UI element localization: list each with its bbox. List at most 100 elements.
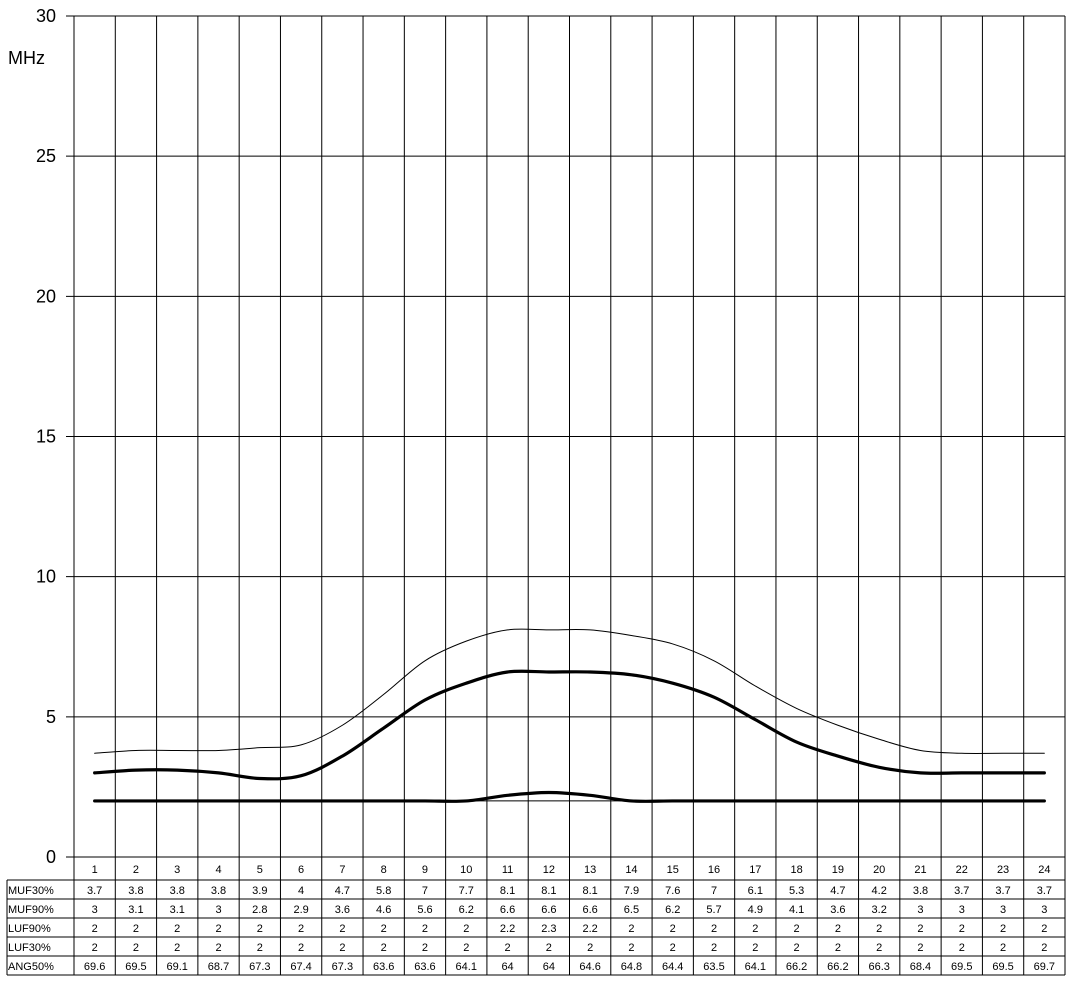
table-cell: 7.9: [624, 885, 639, 897]
table-cell: 4.7: [335, 885, 350, 897]
table-cell: 64.6: [579, 961, 600, 973]
table-cell: 2.9: [293, 904, 308, 916]
x-tick-label: 19: [832, 864, 844, 876]
table-cell: 2: [174, 942, 180, 954]
series-line-muf90: [93, 669, 1046, 781]
table-cell: 3.8: [128, 885, 143, 897]
y-tick-label: 15: [36, 427, 56, 447]
table-cell: 3: [92, 904, 98, 916]
table-cell: 2: [959, 923, 965, 935]
table-cell: 2.8: [252, 904, 267, 916]
table-cell: 2: [876, 923, 882, 935]
x-tick-label: 3: [174, 864, 180, 876]
table-cell: 64.4: [662, 961, 683, 973]
table-cell: 3.1: [170, 904, 185, 916]
y-axis-unit-label: MHz: [8, 48, 45, 68]
table-row-label: MUF90%: [8, 904, 54, 916]
table-cell: 2: [711, 923, 717, 935]
table-cell: 2: [174, 923, 180, 935]
table-cell: 6.6: [582, 904, 597, 916]
table-cell: 5.3: [789, 885, 804, 897]
table-cell: 2: [628, 942, 634, 954]
table-cell: 2: [505, 942, 511, 954]
table-row-label: LUF90%: [8, 923, 51, 935]
x-tick-label: 23: [997, 864, 1009, 876]
table-cell: 2: [381, 923, 387, 935]
table-cell: 2: [463, 923, 469, 935]
table-cell: 6.1: [748, 885, 763, 897]
table-cell: 2.2: [500, 923, 515, 935]
table-cell: 63.5: [703, 961, 724, 973]
x-tick-label: 9: [422, 864, 428, 876]
table-cell: 63.6: [414, 961, 435, 973]
table-cell: 6.5: [624, 904, 639, 916]
table-cell: 4.9: [748, 904, 763, 916]
table-cell: 3.7: [87, 885, 102, 897]
table-cell: 7: [711, 885, 717, 897]
y-tick-label: 0: [46, 847, 56, 867]
table-cell: 2: [92, 923, 98, 935]
table-cell: 2: [587, 942, 593, 954]
x-tick-label: 15: [667, 864, 679, 876]
table-cell: 2: [628, 923, 634, 935]
chart-series: [93, 628, 1046, 803]
table-cell: 2: [1000, 942, 1006, 954]
table-cell: 2: [670, 923, 676, 935]
table-cell: 7.6: [665, 885, 680, 897]
y-tick-label: 25: [36, 146, 56, 166]
x-tick-label: 22: [956, 864, 968, 876]
table-cell: 5.8: [376, 885, 391, 897]
table-cell: 3.8: [211, 885, 226, 897]
table-cell: 2: [463, 942, 469, 954]
table-cell: 64.8: [621, 961, 642, 973]
table-cell: 3.8: [170, 885, 185, 897]
table-cell: 2: [794, 942, 800, 954]
table-cell: 4.7: [830, 885, 845, 897]
table-cell: 69.1: [167, 961, 188, 973]
x-tick-label: 13: [584, 864, 596, 876]
table-cell: 3.7: [1037, 885, 1052, 897]
table-cell: 3: [215, 904, 221, 916]
table-cell: 2: [670, 942, 676, 954]
table-cell: 2: [752, 923, 758, 935]
table-cell: 2: [711, 942, 717, 954]
table-cell: 2: [422, 923, 428, 935]
table-cell: 8.1: [582, 885, 597, 897]
table-cell: 2: [1000, 923, 1006, 935]
table-cell: 64: [543, 961, 555, 973]
x-tick-label: 17: [749, 864, 761, 876]
table-cell: 3: [959, 904, 965, 916]
x-tick-label: 10: [460, 864, 472, 876]
table-cell: 3.7: [954, 885, 969, 897]
table-cell: 3.8: [913, 885, 928, 897]
table-cell: 8.1: [541, 885, 556, 897]
table-cell: 66.2: [827, 961, 848, 973]
table-cell: 67.4: [290, 961, 311, 973]
table-cell: 2: [215, 923, 221, 935]
chart-grid: [66, 15, 1066, 880]
table-cell: 5.7: [706, 904, 721, 916]
table-cell: 69.6: [84, 961, 105, 973]
y-tick-label: 10: [36, 567, 56, 587]
x-tick-label: 4: [215, 864, 221, 876]
table-cell: 66.3: [868, 961, 889, 973]
table-cell: 2: [133, 923, 139, 935]
table-cell: 2: [917, 923, 923, 935]
x-tick-label: 12: [543, 864, 555, 876]
table-cell: 64.1: [745, 961, 766, 973]
table-cell: 69.5: [992, 961, 1013, 973]
y-tick-label: 30: [36, 6, 56, 26]
table-cell: 64.1: [456, 961, 477, 973]
x-tick-label: 8: [381, 864, 387, 876]
table-cell: 5.6: [417, 904, 432, 916]
data-table: 1 2 3 4 5 6 7 8 9 10 11 12 13 14 15 16 17 18 19 20 21 22 23 24M…: [6, 864, 1066, 976]
table-cell: 66.2: [786, 961, 807, 973]
table-cell: 63.6: [373, 961, 394, 973]
table-cell: 6.6: [500, 904, 515, 916]
y-tick-label: 5: [46, 707, 56, 727]
x-tick-label: 1: [92, 864, 98, 876]
table-cell: 8.1: [500, 885, 515, 897]
table-cell: 3.6: [830, 904, 845, 916]
table-cell: 2: [917, 942, 923, 954]
